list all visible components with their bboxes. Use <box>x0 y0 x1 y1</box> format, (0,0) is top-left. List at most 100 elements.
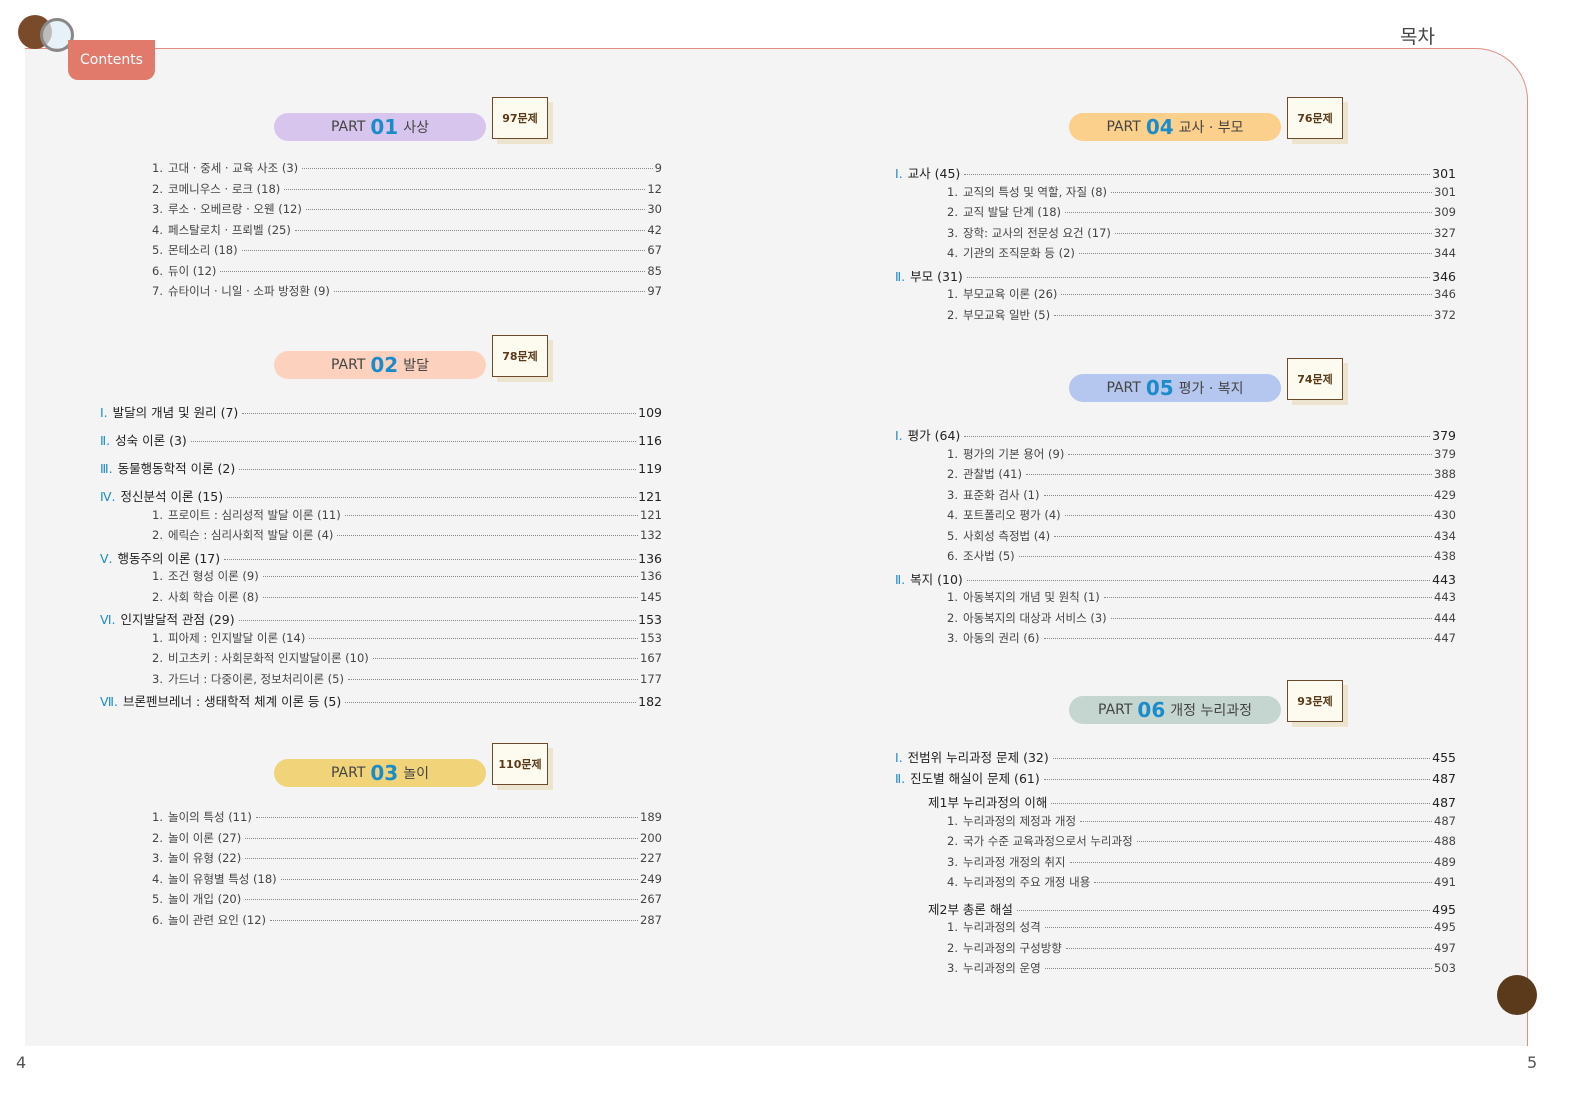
entry-page: 346 <box>1432 268 1456 284</box>
dot-leader <box>966 579 1431 581</box>
entry-page: 153 <box>638 612 662 627</box>
entry-marker: 3. <box>947 854 958 869</box>
part-pill: PART 05 평가 · 복지 <box>1069 374 1281 402</box>
entry-page: 379 <box>1432 428 1456 443</box>
entry-page: 372 <box>1434 307 1456 322</box>
dot-leader <box>241 250 646 251</box>
entry-title: 교직의 특성 및 역할, 자질 (8) <box>962 184 1108 199</box>
toc-entry: Ⅲ. 동물행동학적 이론 (2) 119 <box>100 458 662 486</box>
part-name: 발달 <box>403 358 429 374</box>
dot-leader <box>255 817 639 818</box>
entry-marker: 2. <box>947 307 958 322</box>
toc-entry: 3. 놀이 유형 (22) 227 <box>100 850 662 871</box>
entry-title: 에릭슨 : 심리사회적 발달 이론 (4) <box>167 528 334 542</box>
entry-title: 평가 (64) <box>907 428 961 443</box>
entry-page: 42 <box>647 222 662 237</box>
entry-marker: 5. <box>947 528 958 543</box>
dot-leader <box>220 270 646 272</box>
entry-marker: 2. <box>152 830 163 845</box>
entry-title: 가드너 : 다중이론, 정보처리이론 (5) <box>167 671 344 686</box>
entry-title: 놀이의 특성 (11) <box>167 810 252 824</box>
dot-leader <box>239 469 637 470</box>
entry-page: 153 <box>640 630 662 645</box>
toc-entry: 1. 고대 · 중세 · 교육 사조 (3) 9 <box>100 160 662 181</box>
entry-title: 제1부 누리과정의 이해 <box>928 795 1048 810</box>
toc-entry: 3. 누리과정 개정의 취지 489 <box>895 854 1456 875</box>
entry-page: 97 <box>647 284 662 298</box>
entry-page: 121 <box>638 489 662 504</box>
entry-marker: 2. <box>947 940 958 955</box>
entry-page: 444 <box>1434 610 1456 625</box>
entry-title: 아동복지의 대상과 서비스 (3) <box>962 610 1107 625</box>
toc-entry: 2. 관찰법 (41) 388 <box>895 466 1456 487</box>
entry-marker: 2. <box>947 467 958 481</box>
dot-leader <box>280 878 639 880</box>
entry-title: 부모 (31) <box>910 268 963 284</box>
part-pill: PART 02 발달 <box>274 351 486 379</box>
toc-entry: 2. 아동복지의 대상과 서비스 (3) 444 <box>895 610 1456 631</box>
dot-leader <box>337 535 639 536</box>
character-illustration <box>1497 975 1537 1015</box>
entry-title: 사회성 측정법 (4) <box>962 528 1051 543</box>
entry-marker: 3. <box>947 961 958 975</box>
entry-page: 488 <box>1434 834 1456 848</box>
entry-marker: 2. <box>947 834 958 848</box>
entry-marker: 4. <box>947 875 958 889</box>
toc-entry: Ⅱ. 부모 (31) 346 <box>895 266 1456 287</box>
entry-marker: 1. <box>947 184 958 199</box>
part-label: PART <box>1106 380 1141 396</box>
toc-entry: 2. 비고츠키 : 사회문화적 인지발달이론 (10) 167 <box>100 650 662 671</box>
part-label: PART <box>331 765 366 781</box>
part-label: PART <box>1106 119 1141 135</box>
entry-marker: 2. <box>152 589 163 604</box>
entry-title: 피아제 : 인지발달 이론 (14) <box>167 630 306 645</box>
entry-title: 행동주의 이론 (17) <box>117 550 221 566</box>
dot-leader <box>1064 515 1433 516</box>
entry-page: 388 <box>1434 467 1456 481</box>
dot-leader <box>284 188 646 190</box>
entry-page: 200 <box>640 830 662 845</box>
toc-entry: 1. 교직의 특성 및 역할, 자질 (8) 301 <box>895 184 1456 205</box>
entry-marker: 3. <box>947 487 958 502</box>
dot-leader <box>964 436 1431 437</box>
toc-entry: 제2부 총론 해설 495 <box>895 899 1456 920</box>
entry-title: 고대 · 중세 · 교육 사조 (3) <box>167 161 299 175</box>
entry-page: 182 <box>638 694 662 709</box>
entry-page: 121 <box>640 507 662 522</box>
entry-title: 인지발달적 관점 (29) <box>120 612 235 627</box>
entry-marker: Ⅲ. <box>100 461 113 476</box>
entry-page: 301 <box>1432 166 1456 181</box>
dot-leader <box>262 576 639 577</box>
entry-marker: Ⅰ. <box>895 428 903 443</box>
page-number: 5 <box>1527 1053 1538 1072</box>
dot-leader <box>1043 494 1433 496</box>
entry-page: 136 <box>640 569 662 583</box>
entry-page: 30 <box>647 202 662 216</box>
toc-entry: 1. 놀이의 특성 (11) 189 <box>100 809 662 830</box>
question-count: 78문제 <box>492 335 548 377</box>
entry-page: 344 <box>1434 246 1456 260</box>
entry-marker: 1. <box>947 590 958 604</box>
part-name: 평가 · 복지 <box>1178 381 1244 397</box>
toc-entry: Ⅵ. 인지발달적 관점 (29) 153 <box>100 609 662 630</box>
entry-page: 429 <box>1434 487 1456 502</box>
dot-leader <box>1110 617 1433 619</box>
entry-page: 503 <box>1434 961 1456 975</box>
dot-leader <box>1080 820 1433 822</box>
toc-list: 1. 고대 · 중세 · 교육 사조 (3) 9 2. 코메니우스 · 로크 (18) 1… <box>100 160 662 304</box>
entry-page: 109 <box>638 405 662 420</box>
entry-marker: Ⅱ. <box>895 571 906 587</box>
question-count: 76문제 <box>1287 97 1343 139</box>
entry-marker: 7. <box>152 284 163 298</box>
toc-entry: 4. 기관의 조직문화 등 (2) 344 <box>895 245 1456 266</box>
toc-entry: Ⅱ. 복지 (10) 443 <box>895 569 1456 590</box>
dot-leader <box>309 637 639 639</box>
toc-entry: 3. 장학: 교사의 전문성 요건 (17) 327 <box>895 225 1456 246</box>
entry-marker: 2. <box>152 181 163 196</box>
toc-entry: 1. 누리과정의 성격 495 <box>895 919 1456 940</box>
entry-title: 교사 (45) <box>907 166 961 181</box>
entry-title: 페스탈로치 · 프뢰벨 (25) <box>167 222 291 237</box>
entry-page: 267 <box>640 892 662 906</box>
entry-page: 438 <box>1434 549 1456 563</box>
